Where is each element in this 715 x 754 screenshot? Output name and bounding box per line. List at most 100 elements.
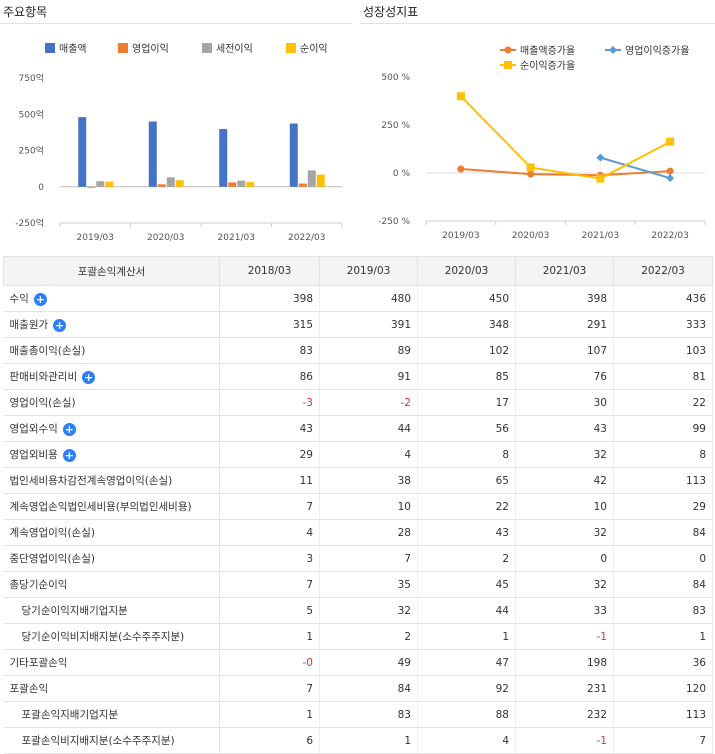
value-cell: 391 — [319, 311, 418, 338]
bar-순이익 — [246, 182, 255, 187]
value-cell: 7 — [319, 545, 418, 572]
y-tick-label: 0 — [38, 183, 44, 193]
value-cell: 84 — [319, 675, 418, 702]
row-label: 영업외수익 — [9, 423, 58, 435]
value-cell: 8 — [417, 441, 516, 468]
point-순이익증가율 — [666, 137, 675, 146]
legend-swatch — [118, 43, 128, 53]
table-row: 법인세비용차감전계속영업이익(손실) 11 38 65 42 113 — [3, 467, 713, 494]
value-cell: 450 — [417, 285, 516, 312]
row-label: 판매비와관리비 — [9, 371, 78, 383]
table-row: 영업외비용 +29 4 8 32 8 — [3, 441, 713, 468]
value-cell: 4 — [417, 727, 516, 754]
table-row: 당기순이익지배기업지분 5 32 44 33 83 — [3, 597, 713, 624]
bar-세전이익 — [166, 177, 175, 187]
series-line-매출액증가율 — [460, 167, 671, 177]
point-매출액증가율 — [527, 170, 535, 178]
value-cell: 86 — [219, 363, 320, 390]
value-cell: 35 — [319, 571, 418, 598]
legend-swatch — [45, 43, 55, 53]
growth-indicators-title: 성장성지표 — [363, 5, 419, 19]
row-label-cell: 영업이익(손실) — [3, 389, 220, 416]
row-label: 매출원가 — [9, 319, 49, 331]
row-label: 포괄손익지배기업지분 — [21, 709, 119, 721]
value-cell: 29 — [219, 441, 320, 468]
value-cell: 1 — [613, 623, 713, 650]
value-cell: 398 — [219, 285, 320, 312]
row-label: 수익 — [9, 293, 29, 305]
legend-marker — [504, 61, 512, 69]
value-cell: 5 — [219, 597, 320, 624]
row-label: 계속영업손익법인세비용(부의법인세비용) — [9, 501, 192, 513]
growth-chart: 매출액증가율 영업이익증가율 순이익증가율 500 % 250 % 0 % -250 % 20… — [360, 23, 715, 248]
value-cell: 83 — [319, 701, 418, 728]
row-label-cell: 총당기순이익 — [3, 571, 220, 598]
x-tick-label: 2019/03 — [442, 231, 479, 241]
expand-plus-icon[interactable]: + — [33, 292, 47, 306]
value-cell: 436 — [613, 285, 713, 312]
value-cell: 7 — [219, 571, 320, 598]
bar-순이익 — [105, 181, 114, 187]
value-cell: 44 — [417, 597, 516, 624]
expand-plus-icon[interactable]: + — [62, 448, 76, 462]
row-label-cell: 계속영업이익(손실) — [3, 519, 220, 546]
value-cell: 45 — [417, 571, 516, 598]
value-cell: 47 — [417, 649, 516, 676]
point-매출액증가율 — [666, 167, 674, 175]
value-cell: 29 — [613, 493, 713, 520]
value-cell: 83 — [219, 337, 320, 364]
value-cell: 1 — [219, 701, 320, 728]
bar-매출액 — [289, 123, 298, 187]
row-label-cell: 중단영업이익(손실) — [3, 545, 220, 572]
y-tick-label: 250 % — [381, 121, 410, 131]
table-row: 포괄손익 7 84 92 231 120 — [3, 675, 713, 702]
value-cell: 43 — [219, 415, 320, 442]
x-tick-label: 2020/03 — [147, 233, 184, 243]
legend-swatch — [202, 43, 212, 53]
legend-label: 순이익증가율 — [520, 60, 575, 72]
value-cell: 83 — [613, 597, 713, 624]
legend-label: 영업이익 — [132, 42, 169, 55]
value-cell: 38 — [319, 467, 418, 494]
y-tick-label: -250 % — [378, 217, 410, 227]
point-순이익증가율 — [456, 92, 465, 101]
point-순이익증가율 — [526, 163, 535, 172]
value-cell: -3 — [219, 389, 320, 416]
header-year: 2021/03 — [515, 256, 614, 286]
row-label-cell: 영업외수익 + — [3, 415, 220, 442]
y-tick-label: -250억 — [15, 217, 44, 229]
value-cell: 84 — [613, 571, 713, 598]
value-cell: 103 — [613, 337, 713, 364]
expand-plus-icon[interactable]: + — [82, 370, 96, 384]
value-cell: 32 — [515, 441, 614, 468]
bar-세전이익 — [237, 180, 246, 187]
table-row: 포괄손익비지배지분(소수주주지분) 6 1 4 -1 7 — [3, 727, 713, 754]
table-header-row: 포괄손익계산서 2018/03 2019/03 2020/03 2021/03 2022/… — [3, 256, 713, 286]
value-cell: 315 — [219, 311, 320, 338]
point-영업이익증가율 — [596, 153, 605, 162]
table-row: 영업이익(손실) -3 -2 17 30 22 — [3, 389, 713, 416]
bar-매출액 — [219, 129, 228, 187]
table-row: 계속영업이익(손실) 4 28 43 32 84 — [3, 519, 713, 546]
value-cell: 232 — [515, 701, 614, 728]
value-cell: 56 — [417, 415, 516, 442]
expand-plus-icon[interactable]: + — [62, 422, 76, 436]
value-cell: 107 — [515, 337, 614, 364]
bar-순이익 — [316, 174, 325, 187]
table-row: 계속영업손익법인세비용(부의법인세비용) 7 10 22 10 29 — [3, 493, 713, 520]
value-cell: 36 — [613, 649, 713, 676]
value-cell: 120 — [613, 675, 713, 702]
header-year: 2020/03 — [417, 256, 516, 286]
row-label-cell: 포괄손익 — [3, 675, 220, 702]
row-label-cell: 당기순이익지배기업지분 — [3, 597, 220, 624]
value-cell: 0 — [515, 545, 614, 572]
value-cell: 348 — [417, 311, 516, 338]
bar-매출액 — [148, 121, 157, 187]
legend-swatch — [286, 43, 296, 53]
row-label-cell: 포괄손익지배기업지분 — [3, 701, 220, 728]
row-label: 중단영업이익(손실) — [9, 553, 95, 565]
x-tick-label: 2020/03 — [512, 231, 549, 241]
value-cell: 102 — [417, 337, 516, 364]
expand-plus-icon[interactable]: + — [53, 318, 67, 332]
